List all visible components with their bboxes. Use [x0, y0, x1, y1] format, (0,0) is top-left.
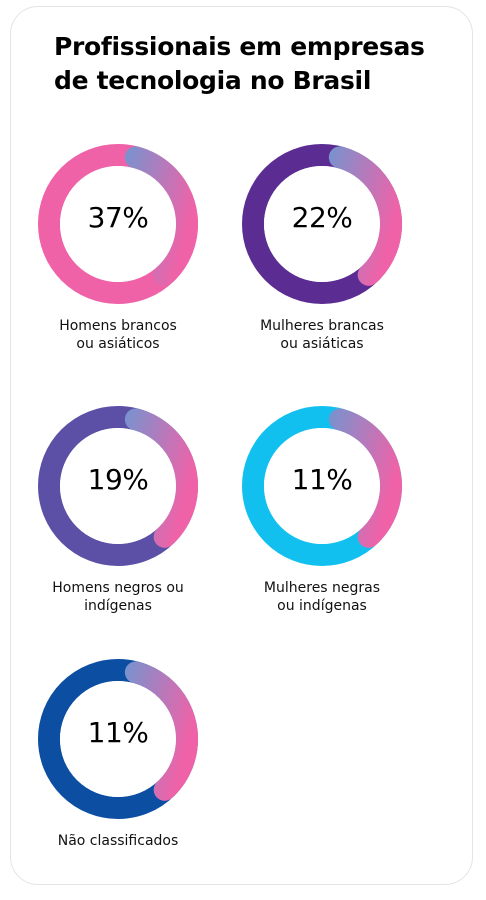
donut-percentage: 22% — [291, 201, 353, 234]
title-line-1: Profissionais em empresas — [54, 32, 425, 61]
donut-ring — [37, 143, 199, 305]
label-line-1: Homens brancos — [59, 318, 177, 334]
label-line-2: ou indígenas — [277, 598, 367, 614]
donut-highlight-arc — [242, 144, 402, 304]
donut-ring — [241, 143, 403, 305]
donut-percentage: 11% — [291, 463, 353, 496]
chart-title: Profissionais em empresas de tecnologia … — [54, 30, 454, 98]
donut-hole — [60, 681, 176, 797]
donut-highlight-arc — [38, 144, 198, 304]
donut-hole — [264, 428, 380, 544]
donut-highlight-arc — [38, 406, 198, 566]
donut-percentage: 37% — [87, 201, 149, 234]
donut-label: Mulheres brancas ou asiáticas — [241, 317, 403, 353]
donut-percentage: 19% — [87, 463, 149, 496]
label-line-2: indígenas — [84, 598, 152, 614]
label-line-1: Homens negros ou — [52, 580, 184, 596]
label-line-2: ou asiáticas — [280, 336, 364, 352]
label-line-1: Mulheres brancas — [260, 318, 384, 334]
donut-ring — [241, 405, 403, 567]
donut-highlight-arc — [242, 406, 402, 566]
label-line-1: Não classificados — [57, 833, 179, 849]
donut-ring — [37, 405, 199, 567]
donut-hole — [60, 428, 176, 544]
donut-percentage: 11% — [87, 716, 149, 749]
donut-label: Homens negros ou indígenas — [37, 579, 199, 615]
donut-label: Homens brancos ou asiáticos — [37, 317, 199, 353]
donut-hole — [60, 166, 176, 282]
donut-hole — [264, 166, 380, 282]
donut-label: Mulheres negras ou indígenas — [241, 579, 403, 615]
donut-ring — [37, 658, 199, 820]
label-line-1: Mulheres negras — [263, 580, 381, 596]
label-line-2: ou asiáticos — [76, 336, 160, 352]
donut-label: Não classificados — [37, 832, 199, 850]
donut-highlight-arc — [38, 659, 198, 819]
title-line-2: de tecnologia no Brasil — [54, 66, 372, 95]
